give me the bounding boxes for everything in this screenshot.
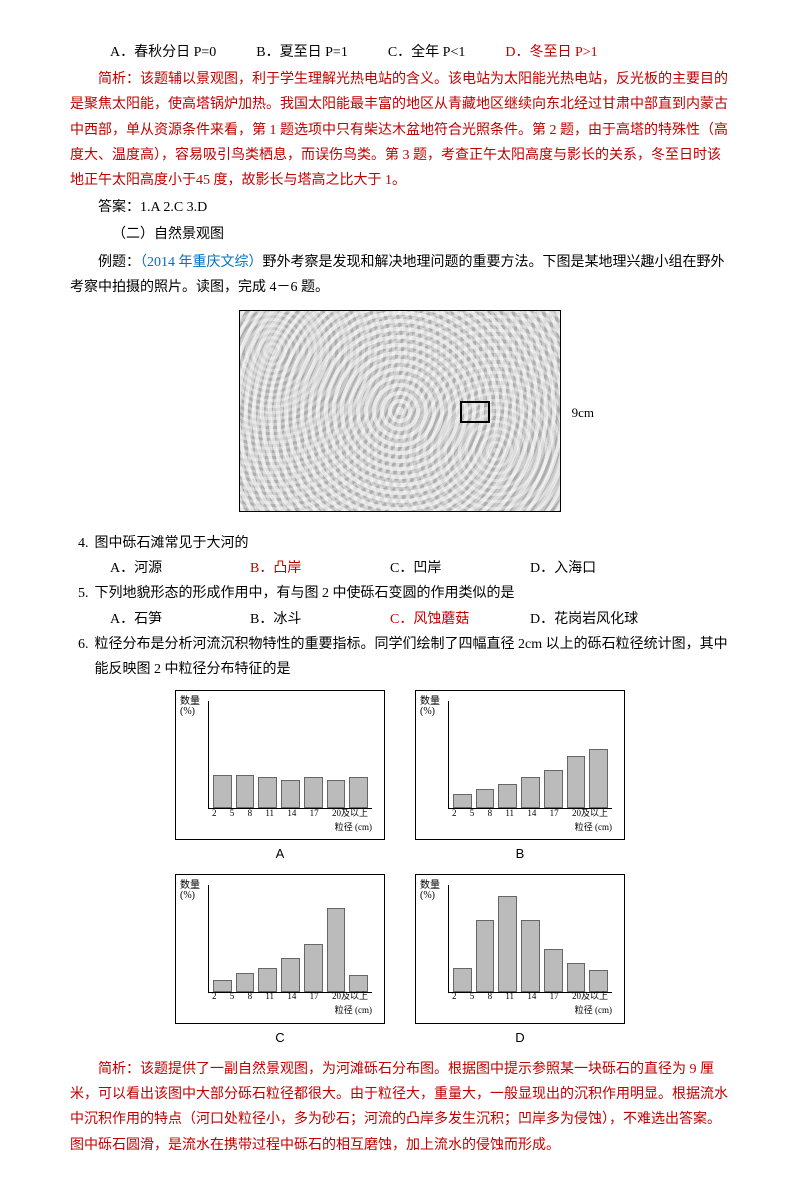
opt-c: C．全年 P<1 (388, 40, 466, 65)
q6-text: 粒径分布是分析河流沉积物特性的重要指标。同学们绘制了四幅直径 2cm 以上的砾石… (95, 632, 731, 682)
chart-d-box: 数量(%) 25811141720及以上 粒径 (cm) D (415, 874, 625, 1049)
q4-a: A．河源 (110, 556, 250, 581)
photo-figure: 9cm (70, 310, 730, 521)
question-4: 4. 图中砾石滩常见于大河的 (78, 531, 730, 556)
opt-a: A．春秋分日 P=0 (110, 40, 216, 65)
chart-c-xlabel: 粒径 (cm) (335, 1002, 372, 1018)
chart-b-label: B (415, 842, 625, 865)
chart-a: 数量(%) 25811141720及以上 粒径 (cm) (175, 690, 385, 840)
chart-b-ylabel: 数量(%) (420, 697, 444, 717)
chart-d-bar (476, 920, 495, 991)
chart-a-bar (281, 780, 300, 809)
q5-num: 5. (78, 581, 89, 606)
chart-a-ylabel: 数量(%) (180, 697, 204, 717)
chart-a-label: A (175, 842, 385, 865)
chart-d-bar (544, 949, 563, 992)
chart-c-bar (327, 908, 346, 991)
chart-d-label: D (415, 1026, 625, 1049)
analysis-2: 简析：该题提供了一副自然景观图，为河滩砾石分布图。根据图中提示参照某一块砾石的直… (70, 1057, 730, 1158)
q5-text: 下列地貌形态的形成作用中，有与图 2 中使砾石变圆的作用类似的是 (95, 581, 515, 606)
q5-b: B．冰斗 (250, 607, 390, 632)
photo-scale-label: 9cm (572, 401, 594, 424)
chart-b-bar (567, 756, 586, 808)
chart-b-xlabel: 粒径 (cm) (575, 819, 612, 835)
opt-d: D．冬至日 P>1 (505, 40, 597, 65)
chart-c-bar (304, 944, 323, 992)
chart-a-bar (349, 777, 368, 808)
q5-options: A．石笋 B．冰斗 C．风蚀蘑菇 D．花岗岩风化球 (110, 607, 730, 632)
example-source: （2014 年重庆文综） (140, 255, 263, 270)
chart-b-box: 数量(%) 25811141720及以上 粒径 (cm) B (415, 690, 625, 865)
chart-c-bar (281, 958, 300, 991)
q4-options: A．河源 B．凸岸 C．凹岸 D．入海口 (110, 556, 730, 581)
chart-d-ylabel: 数量(%) (420, 881, 444, 901)
q6-num: 6. (78, 632, 89, 682)
chart-d-xlabel: 粒径 (cm) (575, 1002, 612, 1018)
charts-row-1: 数量(%) 25811141720及以上 粒径 (cm) A 数量(%) 258… (70, 690, 730, 865)
q4-text: 图中砾石滩常见于大河的 (95, 531, 249, 556)
chart-b-bar (544, 770, 563, 808)
chart-c-box: 数量(%) 25811141720及以上 粒径 (cm) C (175, 874, 385, 1049)
example-line: 例题：（2014 年重庆文综）野外考察是发现和解决地理问题的重要方法。下图是某地… (70, 250, 730, 300)
chart-a-bar (258, 777, 277, 808)
opt-b: B．夏至日 P=1 (256, 40, 348, 65)
q5-a: A．石笋 (110, 607, 250, 632)
chart-d-bar (521, 920, 540, 991)
chart-c-label: C (175, 1026, 385, 1049)
analysis-1: 简析：该题辅以景观图，利于学生理解光热电站的含义。该电站为太阳能光热电站，反光板… (70, 67, 730, 193)
example-label: 例题： (98, 255, 140, 270)
chart-b-bar (521, 777, 540, 808)
chart-a-xlabel: 粒径 (cm) (335, 819, 372, 835)
section-title-2: （二）自然景观图 (70, 222, 730, 247)
answers-1: 答案：1.A 2.C 3.D (70, 195, 730, 220)
q4-b: B．凸岸 (250, 556, 390, 581)
chart-a-box: 数量(%) 25811141720及以上 粒径 (cm) A (175, 690, 385, 865)
chart-a-bar (327, 780, 346, 809)
chart-d-bar (498, 896, 517, 991)
chart-a-bar (213, 775, 232, 808)
chart-b-bar (589, 749, 608, 808)
question-6: 6. 粒径分布是分析河流沉积物特性的重要指标。同学们绘制了四幅直径 2cm 以上… (78, 632, 730, 682)
question-5: 5. 下列地貌形态的形成作用中，有与图 2 中使砾石变圆的作用类似的是 (78, 581, 730, 606)
q4-d: D．入海口 (530, 556, 670, 581)
chart-c-ylabel: 数量(%) (180, 881, 204, 901)
chart-a-bar (304, 777, 323, 808)
chart-d-bar (567, 963, 586, 992)
chart-c: 数量(%) 25811141720及以上 粒径 (cm) (175, 874, 385, 1024)
pebble-photo: 9cm (239, 310, 561, 512)
q5-c: C．风蚀蘑菇 (390, 607, 530, 632)
chart-b: 数量(%) 25811141720及以上 粒径 (cm) (415, 690, 625, 840)
photo-scale-box (460, 401, 490, 423)
q4-num: 4. (78, 531, 89, 556)
q5-d: D．花岗岩风化球 (530, 607, 670, 632)
chart-d: 数量(%) 25811141720及以上 粒径 (cm) (415, 874, 625, 1024)
charts-row-2: 数量(%) 25811141720及以上 粒径 (cm) C 数量(%) 258… (70, 874, 730, 1049)
chart-a-bar (236, 775, 255, 808)
q4-c: C．凹岸 (390, 556, 530, 581)
